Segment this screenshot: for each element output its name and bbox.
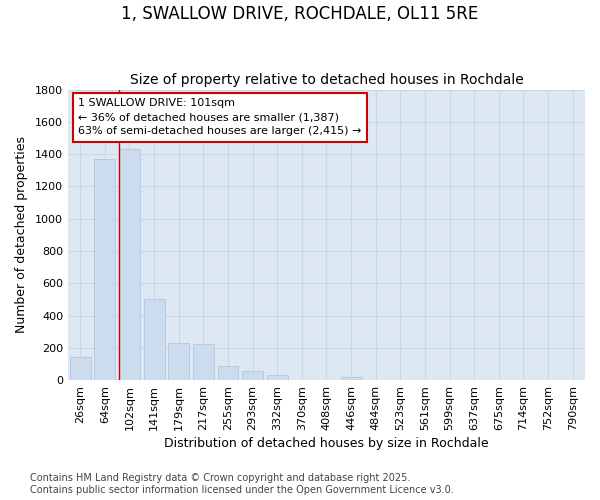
Bar bbox=[242, 371, 263, 380]
Bar bbox=[218, 366, 238, 380]
Text: 1 SWALLOW DRIVE: 101sqm
← 36% of detached houses are smaller (1,387)
63% of semi: 1 SWALLOW DRIVE: 101sqm ← 36% of detache… bbox=[78, 98, 362, 136]
Bar bbox=[267, 375, 287, 380]
Bar bbox=[119, 150, 140, 380]
Title: Size of property relative to detached houses in Rochdale: Size of property relative to detached ho… bbox=[130, 73, 523, 87]
Bar bbox=[70, 358, 91, 380]
Bar bbox=[94, 159, 115, 380]
Text: 1, SWALLOW DRIVE, ROCHDALE, OL11 5RE: 1, SWALLOW DRIVE, ROCHDALE, OL11 5RE bbox=[121, 5, 479, 23]
Y-axis label: Number of detached properties: Number of detached properties bbox=[15, 136, 28, 334]
Bar bbox=[193, 344, 214, 380]
Bar bbox=[168, 343, 189, 380]
Text: Contains HM Land Registry data © Crown copyright and database right 2025.
Contai: Contains HM Land Registry data © Crown c… bbox=[30, 474, 454, 495]
Bar bbox=[143, 300, 164, 380]
Bar bbox=[341, 377, 362, 380]
X-axis label: Distribution of detached houses by size in Rochdale: Distribution of detached houses by size … bbox=[164, 437, 489, 450]
